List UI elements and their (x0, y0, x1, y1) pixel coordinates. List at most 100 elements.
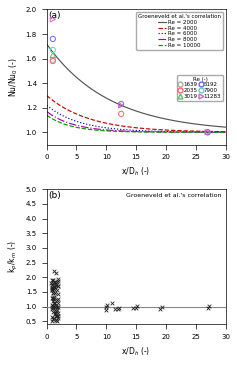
Point (53, 315, 56, 321)
Point (50, 296, 54, 301)
Re = 4000 (224, 130, 227, 134)
Point (50, 304, 54, 310)
Point (119, 101, 123, 107)
Point (50, 314, 54, 319)
Point (134, 305, 138, 311)
Point (50, 285, 54, 291)
Re = 8000 (174, 130, 177, 134)
Point (51, 291, 55, 296)
Re = 10000 (175, 130, 178, 134)
Re = 2000 (175, 119, 178, 123)
Re = 8000 (116, 128, 119, 133)
Point (206, 129, 210, 135)
Point (206, 129, 210, 135)
Point (51, 309, 55, 315)
Point (52, 296, 55, 302)
Re = 6000 (116, 127, 119, 131)
Point (50, 306, 54, 311)
Point (105, 302, 109, 308)
Y-axis label: k$_p$/k$_m$ (-): k$_p$/k$_m$ (-) (7, 240, 20, 273)
Point (51, 58, 55, 64)
Re = 10000 (174, 130, 177, 134)
Re = 8000 (46, 110, 48, 114)
Point (55, 313, 58, 319)
Point (51, 47, 55, 53)
Point (53, 279, 57, 285)
Point (131, 305, 135, 311)
Re = 4000 (46, 93, 48, 98)
Point (54, 270, 58, 276)
Point (51, 295, 55, 300)
Line: Re = 10000: Re = 10000 (47, 115, 226, 132)
Re = 2000 (67, 68, 70, 72)
Point (55, 304, 59, 310)
Point (104, 307, 108, 313)
Point (51, 304, 55, 310)
Point (51, 16, 55, 22)
Point (50, 284, 54, 290)
Point (56, 278, 60, 284)
Point (54, 313, 58, 319)
Point (52, 284, 56, 290)
Point (54, 283, 58, 288)
Point (53, 304, 57, 310)
Point (51, 57, 55, 63)
Re = 4000 (67, 108, 70, 112)
Point (158, 306, 162, 312)
Point (51, 305, 55, 311)
Re = 6000 (174, 130, 177, 134)
Point (104, 304, 108, 310)
Text: Groeneveld et al.'s correlation: Groeneveld et al.'s correlation (127, 193, 222, 198)
Re = 8000 (158, 130, 161, 134)
Point (51, 297, 55, 303)
Point (51, 277, 55, 283)
Re = 6000 (224, 130, 227, 134)
Text: (b): (b) (48, 191, 61, 200)
Re = 2000 (224, 125, 227, 129)
Re = 10000 (67, 123, 70, 127)
Point (53, 311, 57, 317)
Point (50, 286, 54, 292)
Point (53, 284, 56, 290)
Point (116, 306, 120, 312)
Point (55, 288, 59, 293)
Point (56, 276, 60, 281)
Point (53, 279, 56, 285)
Point (51, 291, 55, 296)
Point (50, 287, 54, 293)
Point (50, 302, 54, 308)
Y-axis label: Nu/Nu$_0$ (-): Nu/Nu$_0$ (-) (8, 57, 20, 97)
Re = 4000 (116, 123, 119, 127)
Point (50, 318, 54, 324)
Point (54, 308, 58, 314)
Re = 6000 (158, 129, 161, 134)
Point (56, 315, 59, 321)
Re = 8000 (104, 128, 106, 132)
Re = 2000 (46, 42, 48, 46)
Point (56, 283, 60, 289)
Point (56, 304, 60, 310)
Re = 4000 (158, 127, 161, 132)
Point (54, 308, 58, 314)
Re = 8000 (175, 130, 178, 134)
Point (54, 317, 58, 323)
X-axis label: x/D$_h$ (-): x/D$_h$ (-) (122, 346, 151, 358)
Point (51, 285, 55, 291)
Point (53, 290, 57, 296)
Re = 6000 (104, 126, 106, 130)
Point (56, 283, 60, 289)
Re = 2000 (174, 119, 177, 123)
Point (52, 300, 56, 306)
X-axis label: x/D$_h$ (-): x/D$_h$ (-) (122, 166, 151, 178)
Point (55, 318, 59, 324)
Point (206, 129, 210, 135)
Point (52, 304, 56, 310)
Legend: 1639, 2035, 3019, 5192, 7900, 11283: 1639, 2035, 3019, 5192, 7900, 11283 (177, 75, 223, 101)
Point (56, 296, 60, 302)
Point (52, 294, 56, 300)
Point (55, 307, 59, 313)
Line: Re = 8000: Re = 8000 (47, 112, 226, 132)
Re = 2000 (158, 115, 161, 120)
Point (207, 303, 211, 309)
Point (55, 313, 59, 319)
